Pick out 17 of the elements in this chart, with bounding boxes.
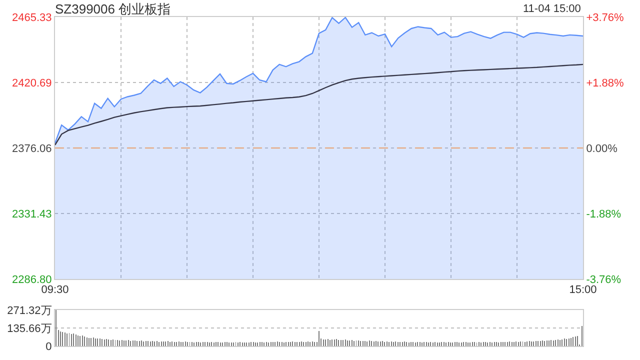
y-tick-label: 135.66万: [7, 322, 52, 335]
y2-tick-label: 0.00%: [586, 142, 618, 155]
y-tick-label: 0: [46, 340, 52, 353]
y2-tick-label: -3.76%: [586, 274, 622, 286]
y-tick-label: 2465.33: [12, 12, 52, 24]
y-tick-label: 2331.43: [12, 208, 52, 220]
y2-tick-label: +3.76%: [586, 12, 624, 24]
text: 11-04 15:00: [523, 3, 581, 15]
chart-title: SZ399006 创业板指: [55, 2, 171, 17]
x-tick-label: 15:00: [569, 284, 597, 296]
y-tick-label: 2286.80: [12, 274, 52, 286]
y-tick-label: 271.32万: [7, 304, 52, 317]
y-tick-label: 2376.06: [12, 142, 52, 155]
y-tick-label: 2420.69: [12, 77, 52, 90]
y2-tick-label: -1.88%: [586, 208, 622, 220]
y2-tick-label: +1.88%: [586, 77, 624, 90]
x-tick-label: 09:30: [41, 284, 69, 296]
